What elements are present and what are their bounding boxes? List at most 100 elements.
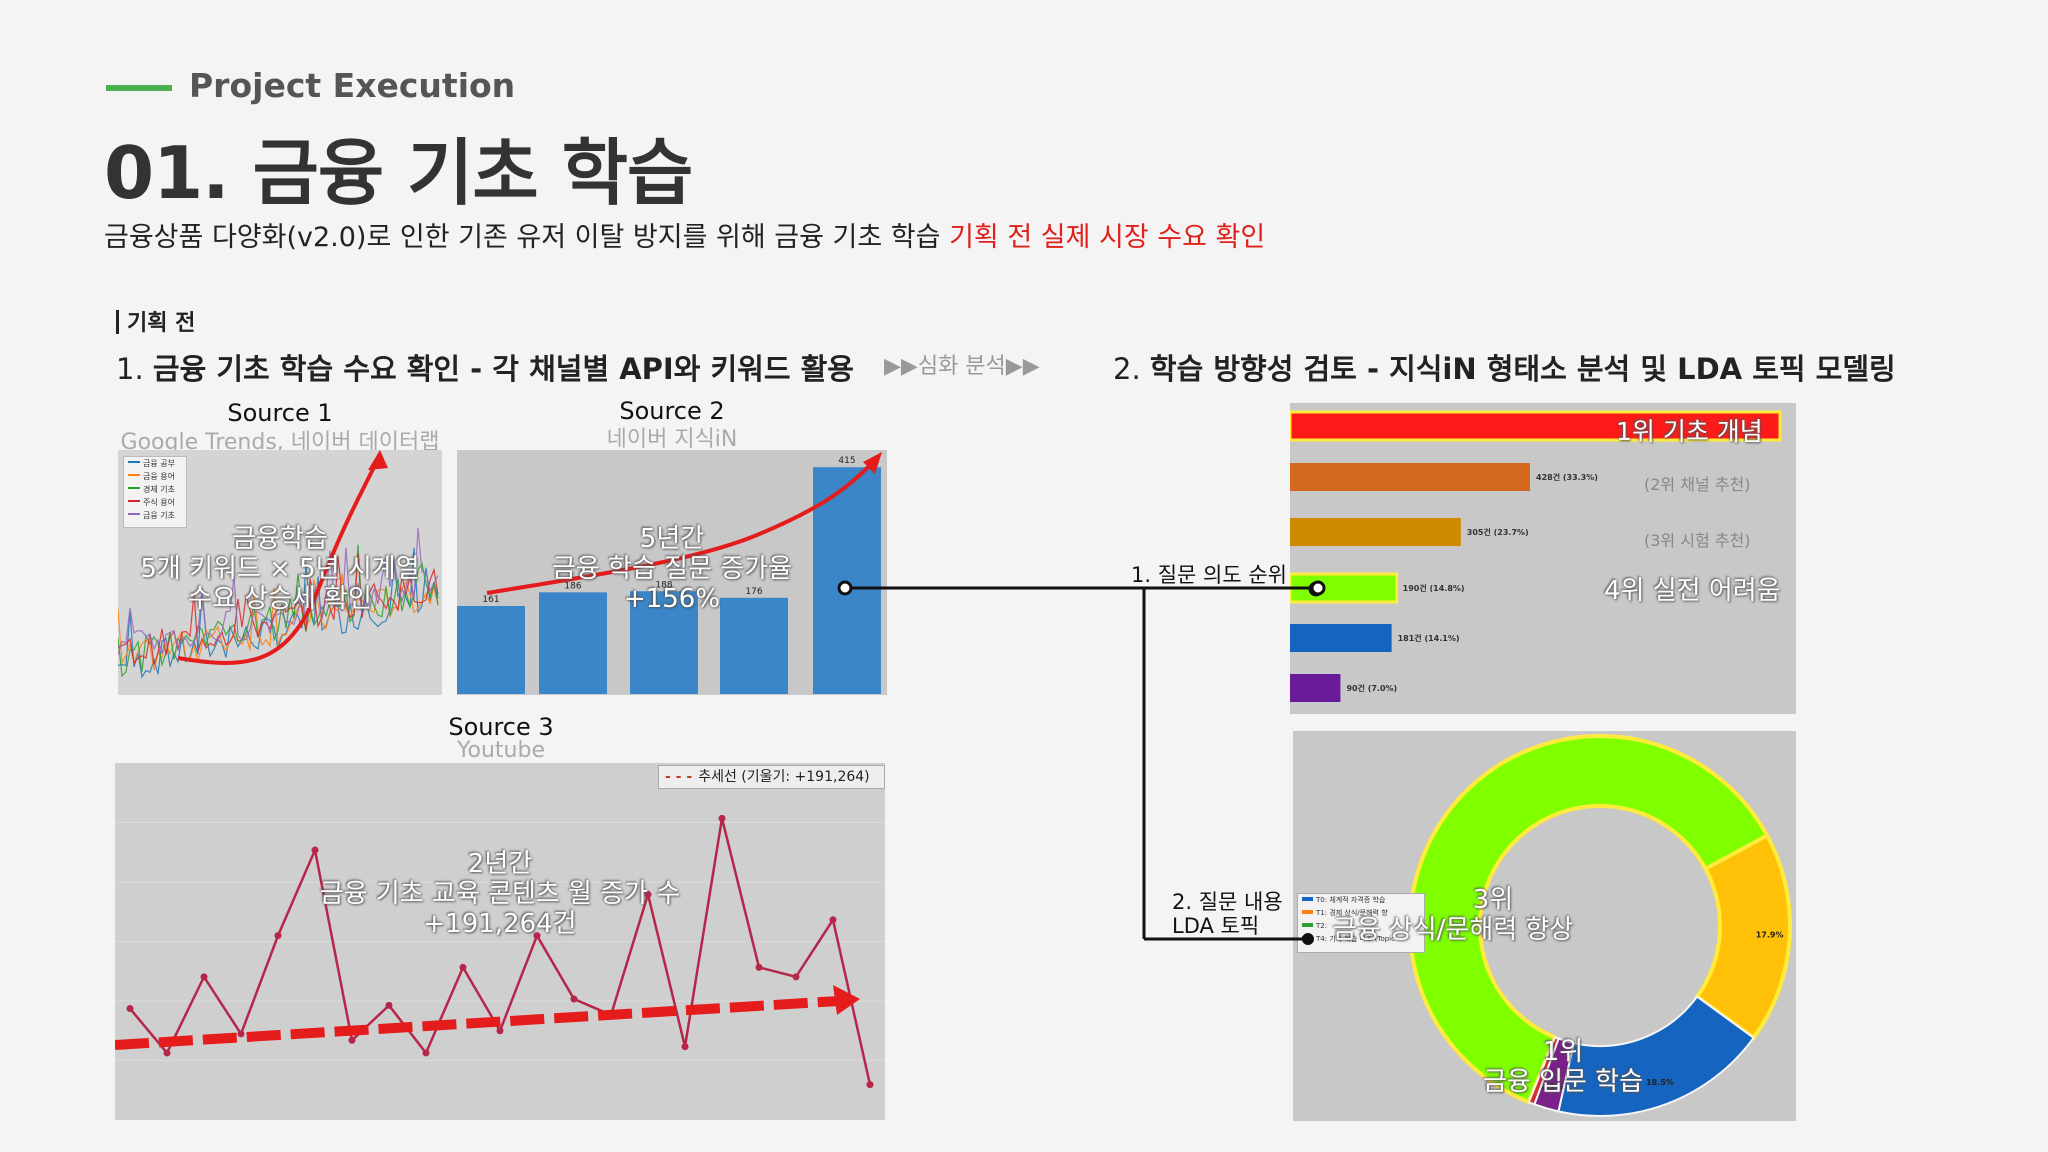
source3-title: Source 3 [448, 713, 554, 741]
rank1-label: 1위 기초 개념 [1616, 417, 1763, 446]
line-point-2 [163, 1049, 171, 1057]
subtitle-text: 금융상품 다양화(v2.0)로 인한 기존 유저 이탈 방지를 위해 금융 기초… [104, 222, 950, 253]
rank-bar-5 [1290, 624, 1392, 652]
source1-legend-item: 주식 용어 [128, 496, 186, 509]
bar-label-2: 186 [564, 581, 581, 591]
bar-3 [630, 591, 698, 694]
right-heading-text: 학습 방향성 검토 - 지식iN 형태소 분석 및 LDA 토픽 모델링 [1149, 352, 1896, 386]
topic-donut-svg: 17.9% 18.5% 2.1% [1408, 734, 1792, 1117]
line-point-13 [570, 995, 578, 1003]
connector1-label: 1. 질문 의도 순위 [1131, 563, 1287, 587]
rank-bar-6 [1290, 674, 1341, 702]
source2-overlay-line3: +156% [623, 584, 721, 614]
rank4-label: 4위 실전 어려움 [1604, 576, 1781, 606]
source1-legend-item: 금융 기초 [128, 509, 186, 522]
line-point-7 [348, 1036, 356, 1044]
phase-label: 기획 전 [116, 305, 195, 337]
rank-bar-label-6: 90건 (7.0%) [1346, 683, 1397, 693]
line-point-6 [311, 846, 319, 854]
source1-overlay-line1: 금융학습 [232, 524, 328, 554]
source1-legend: 금융 공부 금융 용어 경제 기초 주식 용어 금융 기초 [123, 456, 187, 528]
line-point-1 [126, 1005, 134, 1013]
connector-donut-dot [1302, 933, 1314, 945]
line-point-11 [496, 1027, 504, 1035]
donut-slice-label-3: 18.5% [1646, 1078, 1674, 1087]
rank2-label: (2위 채널 추천) [1644, 475, 1751, 494]
trendline-arrow-head [833, 985, 860, 1015]
donut-slice-label-2: 17.9% [1756, 930, 1784, 939]
rank-bar-label-4: 190건 (14.8%) [1403, 583, 1465, 593]
growth-arrow [486, 458, 877, 595]
line-point-3 [200, 973, 208, 981]
line-point-20 [829, 916, 837, 924]
source3-overlay-line2: 금융 기초 교육 콘텐츠 월 증가 수 [319, 879, 681, 909]
line-point-15 [644, 890, 652, 898]
bar-2 [539, 592, 607, 694]
bar-4 [720, 597, 788, 694]
bar-5 [813, 467, 881, 694]
line-point-17 [718, 814, 726, 822]
trend-series-3 [118, 544, 439, 678]
rank-bar-2 [1290, 463, 1530, 491]
uptrend-arrow-head [368, 450, 388, 470]
deep-analysis-arrow: ▶▶심화 분석▶▶ [884, 354, 1040, 379]
source1-legend-item: 금융 공부 [128, 457, 186, 470]
source3-chart: - - - 추세선 (기울기: +191,264) 2년간 금융 기초 교육 콘텐… [115, 763, 885, 1120]
source3-legend: - - - 추세선 (기울기: +191,264) [658, 765, 885, 789]
source3-sub: Youtube [457, 738, 545, 763]
donut-slice-5 [1527, 1035, 1560, 1106]
line-point-10 [459, 963, 467, 971]
connector-end-dot [1310, 580, 1326, 596]
left-heading-text: 금융 기초 학습 수요 확인 - 각 채널별 API와 키워드 활용 [152, 352, 854, 386]
rank-bar-label-2: 428건 (33.3%) [1536, 472, 1598, 482]
line-point-18 [755, 963, 763, 971]
source1-overlay: 금융학습 5개 키워드 × 5년 시계열 수요 상승세 확인 [118, 524, 442, 614]
line-point-12 [533, 932, 541, 940]
source3-overlay-line3: +191,264건 [423, 909, 577, 939]
subtitle-highlight: 기획 전 실제 시장 수요 확인 [949, 222, 1266, 253]
trend-series-5 [118, 527, 439, 655]
growth-arrow-head [863, 452, 882, 474]
line-point-9 [422, 1049, 430, 1057]
donut-rank1-line1: 1위 [1542, 1037, 1584, 1067]
line-point-5 [274, 932, 282, 940]
donut-legend: T0: 체계적 자격증 학습 T1: 경제 상식/문해력 향 T2: T4: 기타 학… [1297, 893, 1425, 953]
trend-series-2 [118, 573, 439, 671]
source3-line-svg [115, 814, 885, 1089]
line-point-21 [866, 1081, 874, 1089]
left-heading-num: 1. [116, 352, 144, 386]
source1-chart: 금융 공부 금융 용어 경제 기초 주식 용어 금융 기초 금융학습 5개 키워드 × … [118, 450, 442, 695]
connector2-label-line2: LDA 토픽 [1172, 914, 1260, 938]
source1-legend-item: 금융 용어 [128, 470, 186, 483]
bar-1 [457, 606, 525, 694]
source1-title: Source 1 [227, 399, 333, 427]
ranking-chart: 428건 (33.3%) 305건 (23.7%) 190건 (14.8%) 181건… [1290, 403, 1796, 714]
rank-bar-label-3: 305건 (23.7%) [1467, 527, 1529, 537]
trendline [115, 995, 856, 1050]
source2-overlay: 5년간 금융 학습 질문 증가율 +156% [457, 524, 887, 614]
section-label: Project Execution [189, 66, 516, 105]
bar-label-1: 161 [482, 595, 499, 605]
donut-legend-item: T0: 체계적 자격증 학습 [1302, 894, 1424, 907]
line-point-16 [681, 1043, 689, 1051]
source2-title: Source 2 [619, 397, 725, 425]
bar-label-5: 415 [838, 456, 855, 466]
donut-legend-item: T1: 경제 상식/문해력 향 [1302, 907, 1424, 920]
uptrend-arrow [177, 454, 382, 665]
rank-bar-1 [1290, 410, 1782, 442]
donut-rank1-line2: 금융 입문 학습 [1482, 1067, 1644, 1097]
rank-bar-3 [1290, 518, 1461, 546]
trend-series-4 [118, 553, 439, 665]
source3-legend-text: 추세선 (기울기: +191,264) [698, 769, 870, 785]
bar-label-3: 188 [655, 580, 672, 590]
donut-slice-label-4: 2.1% [1541, 1082, 1563, 1091]
line-point-19 [792, 973, 800, 981]
line-point-4 [237, 1030, 245, 1038]
source3-overlay: 2년간 금융 기초 교육 콘텐츠 월 증가 수 +191,264건 [115, 849, 885, 939]
line-point-8 [385, 1001, 393, 1009]
source2-overlay-line2: 금융 학습 질문 증가율 [551, 554, 793, 584]
donut-rank3-line2: 금융 상식/문해력 향상 [1332, 915, 1574, 945]
source3-overlay-line1: 2년간 [467, 849, 533, 879]
source2-bar-svg: 161 186 188 176 415 [457, 452, 882, 694]
